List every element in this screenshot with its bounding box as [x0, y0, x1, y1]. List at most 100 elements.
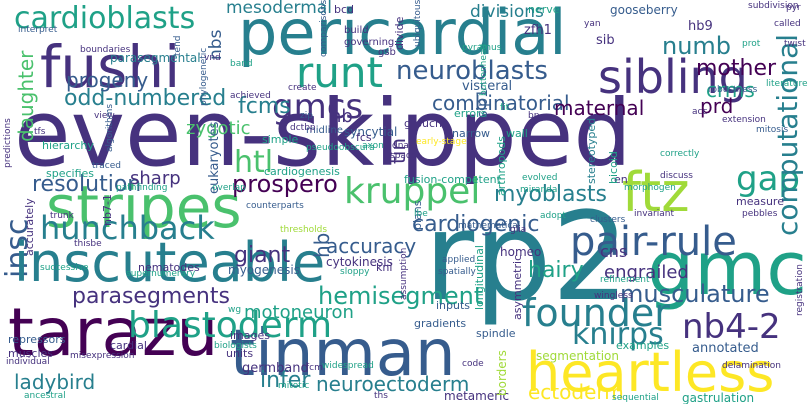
word-miranda: miranda [520, 185, 558, 195]
word-annotated: annotated [692, 341, 759, 356]
word-successive: successive [40, 263, 89, 273]
word-inscuteable: inscuteable [14, 231, 326, 294]
word-fit: fit [500, 103, 510, 113]
word-called: called [774, 19, 801, 29]
word-zygotic: zygotic [186, 118, 251, 139]
word-divide: divide [393, 16, 406, 50]
word-build: build [344, 25, 369, 36]
word-syncytial: syncytial [344, 125, 398, 139]
word-interpret: interpret [18, 25, 58, 35]
word-tinman: tinman [230, 317, 456, 391]
word-pseudoobscura: pseudoobscura [306, 143, 375, 153]
word-visceral: visceral [462, 79, 513, 94]
word-hunchback: hunchback [40, 209, 215, 247]
word-widespread: widespread [322, 361, 374, 371]
word-ectoderm: ectoderm [528, 380, 624, 404]
word-acc: acc [692, 107, 708, 117]
word-gap: gap [736, 159, 800, 199]
word-bp: bp [528, 111, 540, 121]
word-runt: runt [296, 48, 383, 97]
word-prot: prot [742, 39, 761, 49]
word-boundaries: boundaries [80, 45, 131, 55]
word-ladybird: ladybird [14, 370, 96, 394]
word-hb9: hb9 [688, 19, 713, 34]
word-counterparts: counterparts [246, 201, 304, 211]
word-simple: simple [262, 133, 299, 146]
word-images: images [230, 329, 270, 342]
word-maternal: maternal [554, 96, 645, 120]
word-vnd: vnd [204, 53, 221, 63]
word-hierarchy: hierarchy [42, 139, 94, 152]
word-accuracy: accuracy [326, 234, 417, 258]
word-assumption: assumption [399, 247, 409, 300]
word-invariant: invariant [634, 209, 674, 219]
word-wingless: wingless [594, 291, 633, 301]
word-gmcs: gmcs [272, 87, 364, 127]
word-kruppel: kruppel [344, 171, 481, 212]
word-view: view [94, 111, 115, 121]
word-clusters: clusters [590, 215, 626, 225]
word-htl: htl [234, 145, 274, 180]
word-pebbles: pebbles [742, 209, 778, 219]
word-resolution: resolution [32, 172, 142, 197]
word-axon: axon [362, 141, 384, 151]
word-hemisegment: hemisegment [318, 282, 484, 310]
word-musculature: musculature [620, 280, 770, 308]
word-discuss: discuss [660, 171, 693, 181]
word-measure: measure [736, 195, 784, 208]
word-fushi: fushi [40, 33, 181, 101]
word-sibling: sibling [598, 50, 748, 104]
word-examples: examples [616, 339, 670, 352]
word-cardiogenesis: cardiogenesis [264, 165, 340, 178]
word-tend: tend [173, 35, 183, 56]
word-gmc: gmc [647, 226, 807, 312]
word-nb4-2: nb4-2 [682, 307, 781, 347]
word-prd: prd [700, 94, 734, 118]
word-combinatorial: combinatorial [432, 91, 570, 115]
word-segmentation: segmentation [536, 349, 619, 363]
word-homeo: homeo [500, 245, 542, 259]
word-prospero: prospero [232, 170, 338, 198]
word-borders: borders [495, 350, 509, 396]
word-cytokinesis: cytokinesis [326, 255, 393, 269]
word-tarazu: tarazu [8, 294, 219, 371]
word-mitotic: mitotic [278, 381, 310, 391]
word-neuroblasts: neuroblasts [396, 56, 548, 86]
word-thisbe: thisbe [74, 239, 102, 249]
word-early-stage: early-stage [416, 137, 467, 147]
word-nematodes: nematodes [138, 261, 200, 274]
word-fcs: fcs [356, 131, 372, 144]
word-wall: wall [506, 127, 528, 140]
word-yan: yan [584, 19, 601, 29]
word-evolved: evolved [522, 173, 558, 183]
word-neuroectoderm: neuroectoderm [316, 372, 470, 396]
word-twist: twist [784, 39, 806, 49]
word-asymmetric: asymmetric [511, 254, 524, 320]
word-pyramus: pyramus [462, 43, 502, 53]
word-sib: sib [596, 33, 615, 48]
word-supernumerary: supernumerary [126, 269, 196, 279]
word-metameric: metameric [444, 389, 510, 403]
word-misexpression: misexpression [70, 351, 135, 361]
word-numb: numb [662, 32, 732, 60]
word-germband: germband [242, 361, 309, 376]
word-arthropods: arthropods [495, 136, 508, 196]
word-fcms: fcms [238, 94, 291, 119]
word-band: band [230, 59, 253, 69]
word-create: create [288, 83, 317, 93]
word-applied: applied [442, 255, 476, 265]
word-rp2: rp2 [424, 186, 630, 328]
word-spindle: spindle [476, 327, 516, 340]
word-adopt: adopt [540, 211, 566, 221]
word-gooseberry: gooseberry [610, 3, 678, 17]
word-motoneuron: motoneuron [244, 302, 354, 323]
word-mitosis: mitosis [756, 125, 789, 135]
word-gastrulation: gastrulation [682, 391, 755, 404]
word-stereotyped: stereotyped [585, 117, 598, 184]
word-wg: wg [228, 305, 242, 315]
word-cardial: cardial [110, 339, 147, 352]
word-muscles: muscles [8, 347, 54, 360]
word-algorithms: algorithms [105, 103, 115, 152]
word-pair-rule: pair-rule [570, 219, 737, 265]
word-infer: infer [260, 368, 311, 393]
